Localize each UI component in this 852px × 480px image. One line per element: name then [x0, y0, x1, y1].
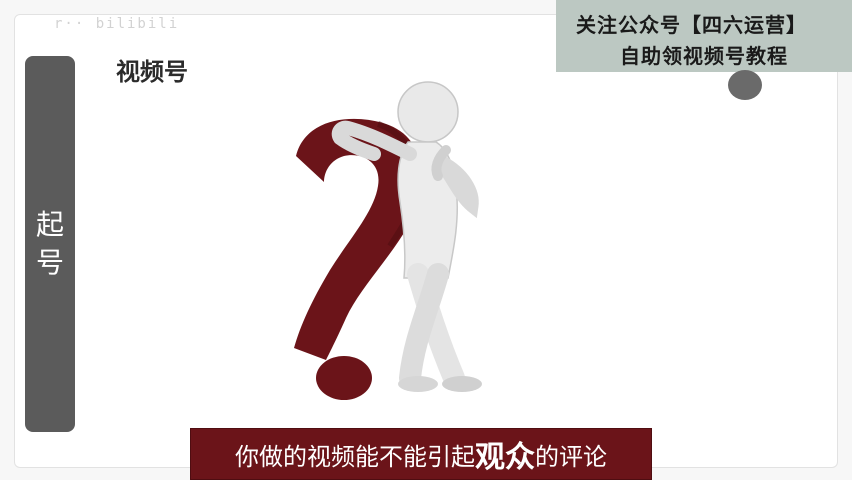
subtitle-part1: 你做的视频能不能引起 [235, 442, 475, 471]
banner-line1: 关注公众号【四六运营】 [576, 13, 807, 37]
subtitle-part3: 的评论 [535, 442, 607, 471]
promo-banner: 关注公众号【四六运营】 自助领视频号教程 [556, 0, 852, 72]
white-figure-icon [331, 81, 482, 392]
banner-line2: 自助领视频号教程 [620, 44, 788, 68]
subtitle-bar: 你做的视频能不能引起 观众 的评论 [190, 428, 652, 480]
corner-dot [728, 70, 762, 100]
watermark: r·· bilibili [54, 16, 180, 32]
side-label-line2: 号 [35, 246, 64, 279]
figure-question-mark-illustration [294, 81, 482, 400]
side-label-line1: 起 [35, 208, 64, 241]
subtitle-emphasis: 观众 [475, 440, 535, 475]
side-panel: 起 号 [25, 56, 75, 432]
page-title: 视频号 [116, 58, 188, 86]
side-panel-label: 起 号 [25, 206, 75, 282]
subtitle-text: 你做的视频能不能引起 观众 的评论 [191, 429, 651, 479]
